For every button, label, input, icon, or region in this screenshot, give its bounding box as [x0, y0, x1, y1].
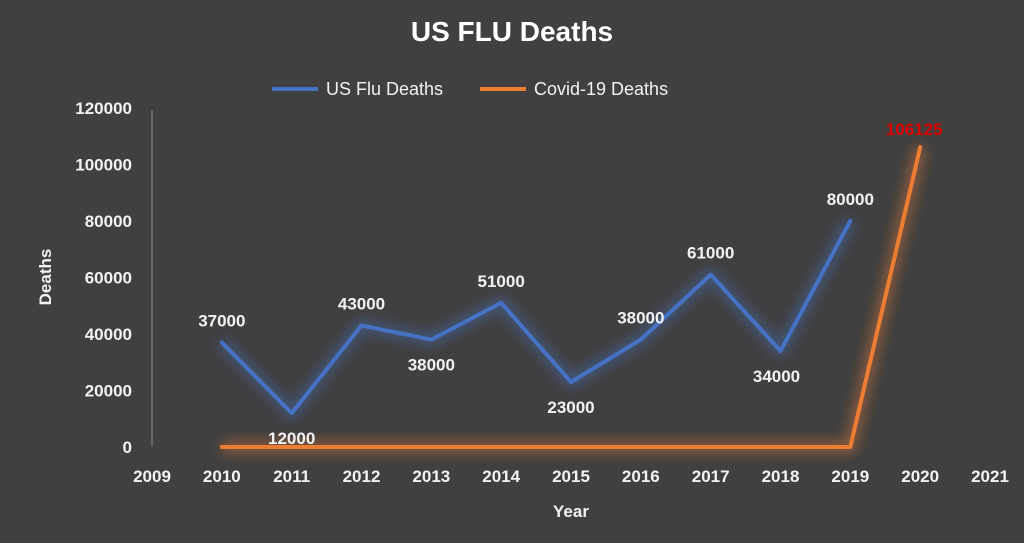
- x-tick-label: 2021: [971, 467, 1009, 486]
- data-label-flu: 38000: [617, 309, 664, 328]
- data-label-flu: 80000: [827, 190, 874, 209]
- series-line-covid: [219, 145, 923, 449]
- x-tick-label: 2018: [762, 467, 800, 486]
- y-axis-title: Deaths: [36, 249, 55, 306]
- y-tick-label: 40000: [85, 325, 132, 344]
- y-tick-label: 120000: [75, 99, 132, 118]
- x-tick-label: 2019: [831, 467, 869, 486]
- legend: US Flu Deaths Covid-19 Deaths: [272, 79, 668, 99]
- series-line-flu: [219, 219, 853, 416]
- data-label-flu: 51000: [478, 272, 525, 291]
- legend-label-covid: Covid-19 Deaths: [534, 79, 668, 99]
- x-tick-label: 2017: [692, 467, 730, 486]
- series-layer: [217, 145, 927, 453]
- x-tick-label: 2009: [133, 467, 171, 486]
- y-tick-label: 0: [123, 438, 132, 457]
- y-tick-label: 20000: [85, 382, 132, 401]
- legend-label-flu: US Flu Deaths: [326, 79, 443, 99]
- data-label-flu: 43000: [338, 295, 385, 314]
- data-label-flu: 23000: [547, 398, 594, 417]
- data-label-covid: 106125: [886, 120, 943, 139]
- y-tick-label: 60000: [85, 269, 132, 288]
- data-label-flu: 61000: [687, 244, 734, 263]
- x-axis-title: Year: [553, 502, 589, 521]
- x-tick-label: 2010: [203, 467, 241, 486]
- x-axis-ticks: 2009 2010 2011 2012 2013 2014 2015 2016 2017 2018…: [133, 467, 1009, 486]
- x-tick-label: 2011: [273, 467, 310, 486]
- x-tick-label: 2013: [412, 467, 450, 486]
- y-axis-ticks: 0 20000 40000 60000 80000 100000 120000: [75, 99, 132, 457]
- x-tick-label: 2015: [552, 467, 590, 486]
- data-label-flu: 34000: [753, 367, 800, 386]
- data-labels: 37000 12000 43000 38000 51000 23000 38000 61000…: [198, 120, 942, 448]
- x-tick-label: 2016: [622, 467, 660, 486]
- chart-title: US FLU Deaths: [411, 16, 613, 47]
- data-label-flu: 38000: [408, 356, 455, 375]
- y-tick-label: 80000: [85, 212, 132, 231]
- x-tick-label: 2012: [343, 467, 381, 486]
- y-tick-label: 100000: [75, 156, 132, 175]
- data-label-flu: 12000: [268, 429, 315, 448]
- data-label-flu: 37000: [198, 311, 245, 330]
- x-tick-label: 2014: [482, 467, 520, 486]
- x-tick-label: 2020: [901, 467, 939, 486]
